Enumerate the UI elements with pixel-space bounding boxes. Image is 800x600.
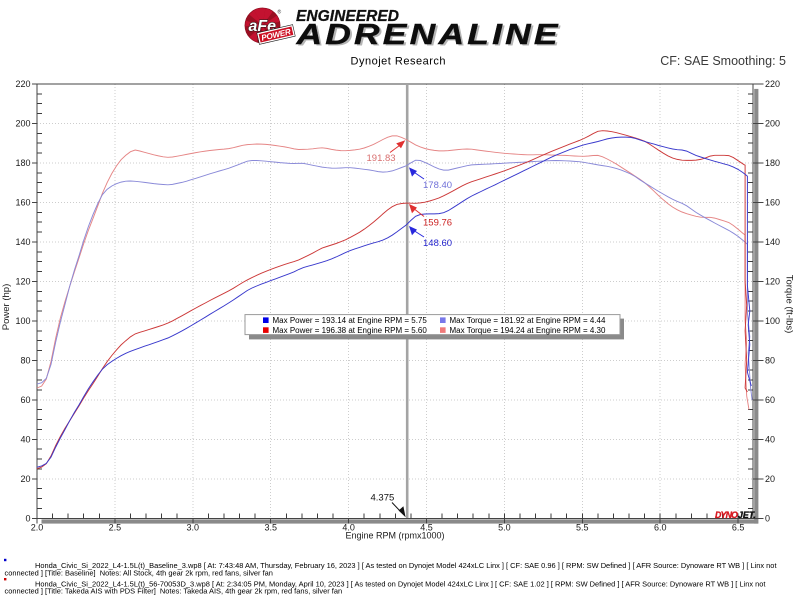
svg-text:connected ] [Title: Baseline]: connected ] [Title: Baseline] Notes: All… <box>5 569 273 578</box>
svg-text:5.5: 5.5 <box>576 523 589 533</box>
svg-text:159.76: 159.76 <box>423 218 452 229</box>
svg-text:4.5: 4.5 <box>420 523 433 533</box>
svg-text:100: 100 <box>765 316 780 326</box>
svg-text:ADRENALINE: ADRENALINE <box>295 18 559 50</box>
svg-text:160: 160 <box>15 198 30 208</box>
svg-text:ADRENALINE: ADRENALINE <box>298 20 562 52</box>
svg-text:191.83: 191.83 <box>367 153 396 164</box>
svg-text:3.5: 3.5 <box>264 523 277 533</box>
svg-text:180: 180 <box>765 158 780 168</box>
svg-text:20: 20 <box>765 474 775 484</box>
svg-text:60: 60 <box>765 395 775 405</box>
svg-text:Engine RPM (rpmx1000): Engine RPM (rpmx1000) <box>345 531 444 541</box>
svg-text:Honda_Civic_Si_2022_L4-1.5L(t): Honda_Civic_Si_2022_L4-1.5L(t)_Baseline_… <box>35 561 777 570</box>
svg-text:6.5: 6.5 <box>732 523 745 533</box>
svg-text:connected ] [Title: Takeda AIS: connected ] [Title: Takeda AIS with PDS … <box>5 586 343 595</box>
svg-text:178.40: 178.40 <box>423 180 452 191</box>
svg-text:CF: SAE Smoothing: 5: CF: SAE Smoothing: 5 <box>660 54 786 68</box>
svg-text:180: 180 <box>15 158 30 168</box>
svg-text:Max Torque = 194.24 at Engine: Max Torque = 194.24 at Engine RPM = 4.30 <box>450 326 607 335</box>
svg-text:5.0: 5.0 <box>498 523 511 533</box>
svg-text:Power (hp): Power (hp) <box>1 284 12 330</box>
svg-text:2.5: 2.5 <box>109 523 122 533</box>
svg-text:40: 40 <box>765 435 775 445</box>
svg-text:Dynojet Research: Dynojet Research <box>351 56 446 68</box>
svg-text:220: 220 <box>15 79 30 89</box>
svg-text:120: 120 <box>15 277 30 287</box>
svg-text:40: 40 <box>20 435 30 445</box>
svg-text:6.0: 6.0 <box>654 523 667 533</box>
svg-text:Max Power = 196.38 at Engine R: Max Power = 196.38 at Engine RPM = 5.60 <box>273 326 428 335</box>
svg-text:220: 220 <box>765 79 780 89</box>
svg-text:140: 140 <box>765 237 780 247</box>
svg-text:120: 120 <box>765 277 780 287</box>
svg-text:80: 80 <box>765 356 775 366</box>
svg-text:®: ® <box>278 9 282 16</box>
svg-text:160: 160 <box>765 198 780 208</box>
svg-text:4.375: 4.375 <box>371 493 395 504</box>
svg-text:Max Torque = 181.92 at Engine: Max Torque = 181.92 at Engine RPM = 4.44 <box>450 316 607 325</box>
svg-text:20: 20 <box>20 474 30 484</box>
svg-text:100: 100 <box>15 316 30 326</box>
svg-text:JET.: JET. <box>738 510 756 520</box>
svg-text:0: 0 <box>765 514 770 524</box>
svg-text:80: 80 <box>20 356 30 366</box>
svg-text:DYNO: DYNO <box>715 510 738 520</box>
svg-text:140: 140 <box>15 237 30 247</box>
svg-text:200: 200 <box>765 119 780 129</box>
svg-text:148.60: 148.60 <box>423 238 452 249</box>
svg-text:200: 200 <box>15 119 30 129</box>
svg-text:Honda_Civic_Si_2022_L4-1.5L(t): Honda_Civic_Si_2022_L4-1.5L(t)_56-70053D… <box>35 579 766 588</box>
svg-text:Max Power = 193.14 at Engine R: Max Power = 193.14 at Engine RPM = 5.75 <box>273 316 428 325</box>
svg-text:ENGINEERED: ENGINEERED <box>296 8 400 25</box>
svg-text:2.0: 2.0 <box>31 523 44 533</box>
svg-text:0: 0 <box>25 514 30 524</box>
svg-text:60: 60 <box>20 395 30 405</box>
svg-text:4.0: 4.0 <box>342 523 355 533</box>
svg-text:Torque (ft-lbs): Torque (ft-lbs) <box>784 275 795 334</box>
svg-text:3.0: 3.0 <box>187 523 200 533</box>
